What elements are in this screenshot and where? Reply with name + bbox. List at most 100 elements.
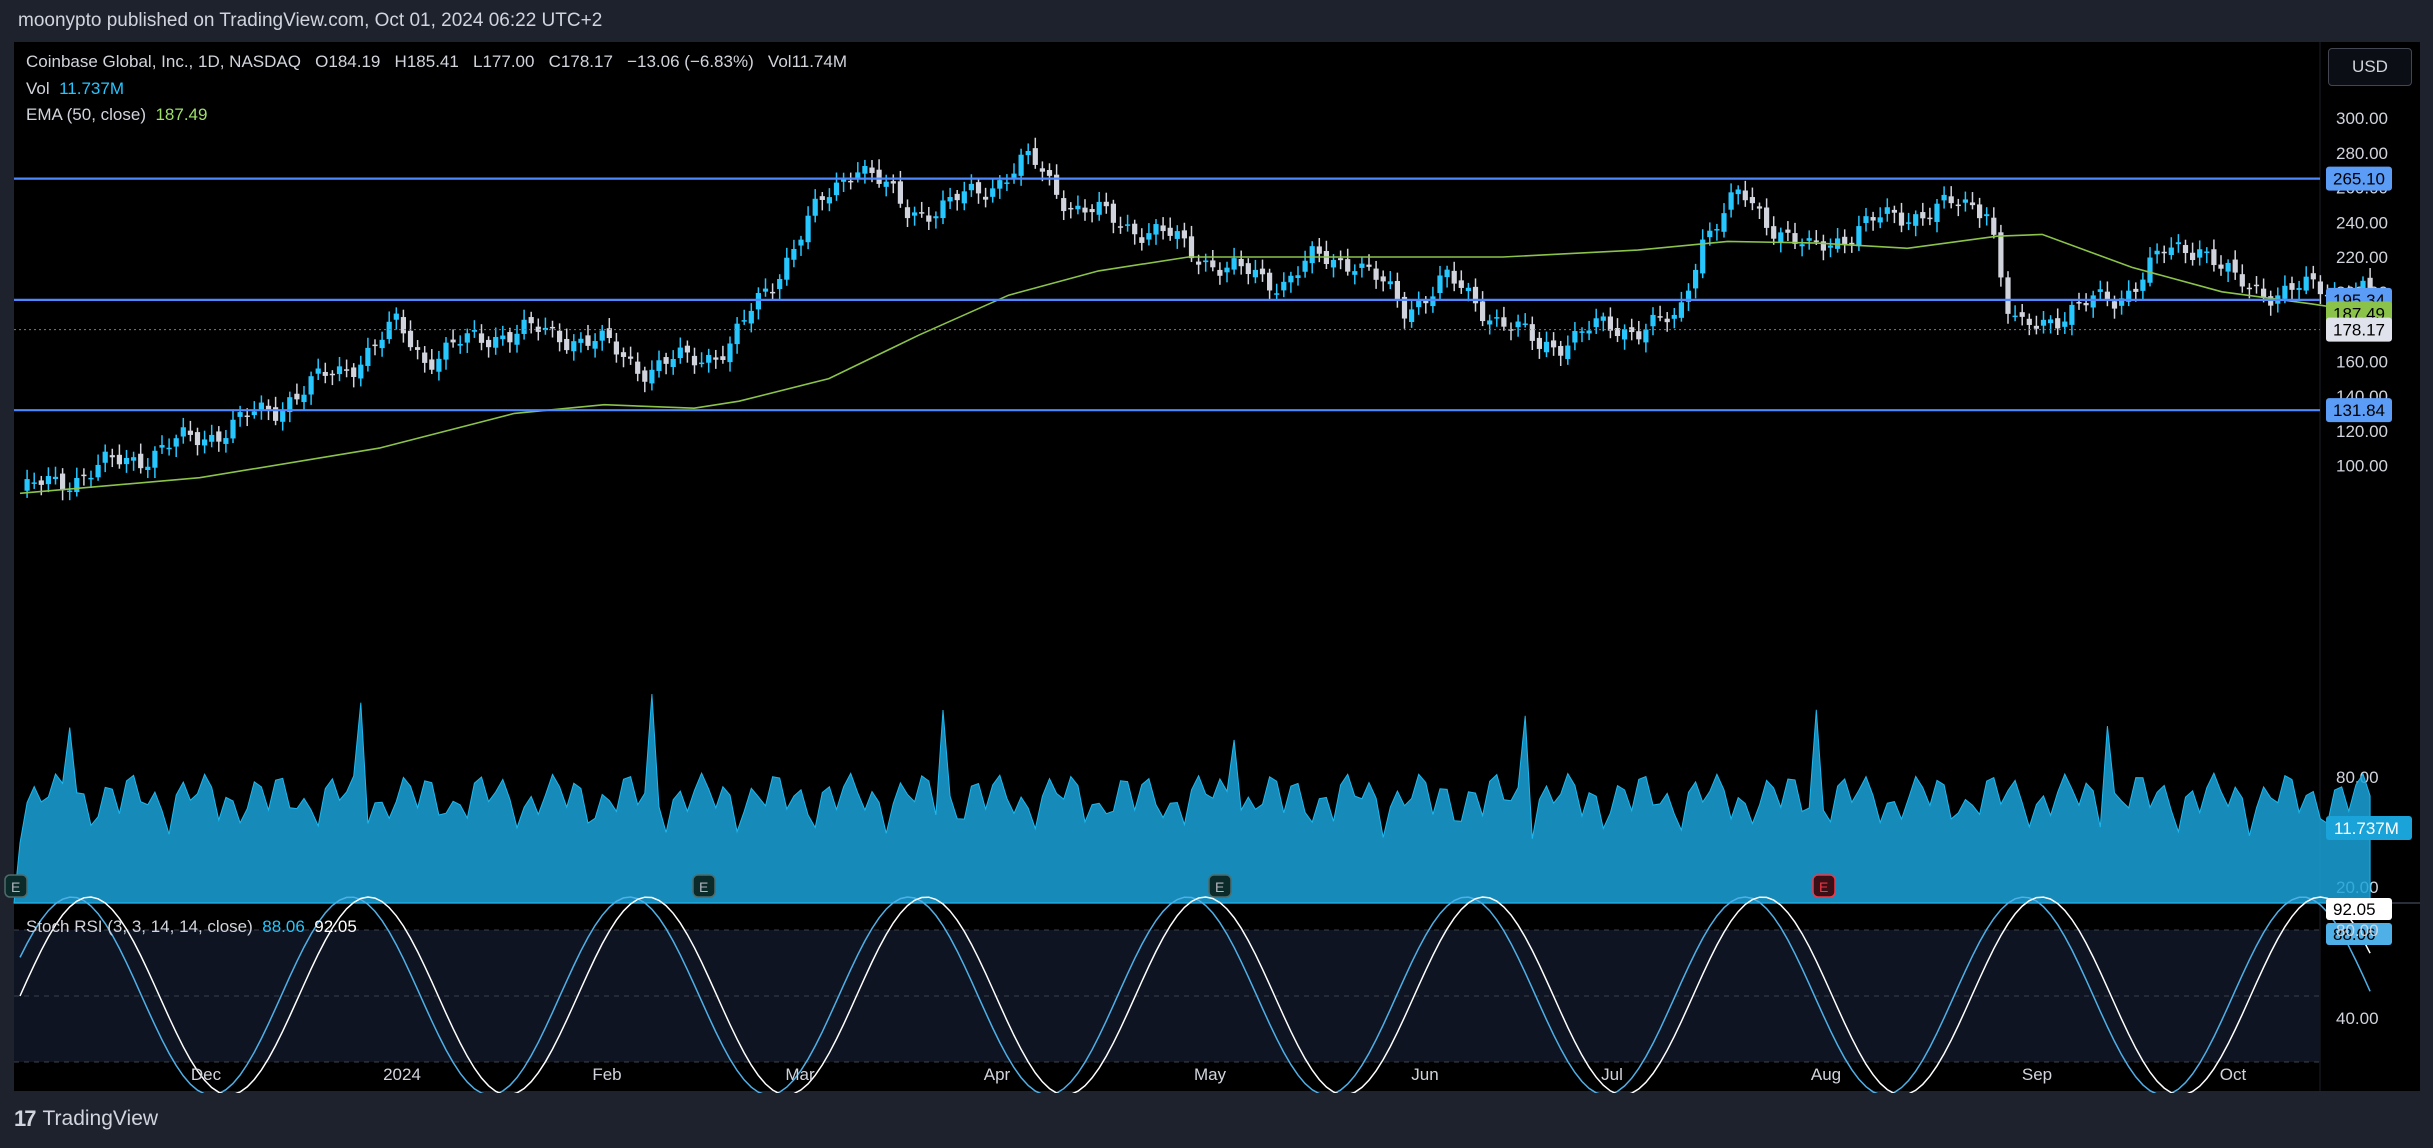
candle-body[interactable] [1167,227,1173,236]
candle-body[interactable] [2197,249,2203,258]
candle-body[interactable] [358,364,364,379]
candle-body[interactable] [1231,258,1237,270]
candle-body[interactable] [1813,240,1819,242]
candle-body[interactable] [2204,251,2210,253]
candle-body[interactable] [1160,225,1166,232]
candle-body[interactable] [1671,314,1677,319]
candle-body[interactable] [1430,296,1436,307]
candle-body[interactable] [2076,302,2082,304]
ema-label[interactable]: EMA (50, close) [26,105,146,124]
candle-body[interactable] [2225,262,2231,272]
candle-body[interactable] [855,172,861,178]
candle-body[interactable] [216,431,222,442]
candle-body[interactable] [301,394,307,403]
candle-body[interactable] [344,369,350,371]
candle-body[interactable] [1586,330,1592,334]
candle-body[interactable] [2126,290,2132,302]
candle-body[interactable] [1977,204,1983,219]
candle-body[interactable] [400,317,406,334]
candle-body[interactable] [1039,168,1045,172]
candle-body[interactable] [443,342,449,360]
candle-body[interactable] [599,330,605,341]
candle-body[interactable] [1529,324,1535,341]
candle-body[interactable] [1579,331,1585,333]
candle-body[interactable] [351,367,357,378]
candle-body[interactable] [1096,201,1102,215]
candle-body[interactable] [912,212,918,216]
candle-body[interactable] [649,369,655,384]
candle-body[interactable] [684,345,690,353]
candle-body[interactable] [436,358,442,372]
candle-body[interactable] [1075,205,1081,210]
candle-body[interactable] [1998,232,2004,278]
candle-body[interactable] [2019,312,2025,317]
candle-body[interactable] [1437,275,1443,294]
candle-body[interactable] [642,370,648,382]
candle-body[interactable] [507,332,513,343]
candle-body[interactable] [1117,226,1124,228]
candle-body[interactable] [826,197,832,204]
candle-body[interactable] [1657,316,1663,318]
candle-body[interactable] [1061,198,1067,212]
candle-body[interactable] [251,411,257,416]
candle-body[interactable] [38,480,44,485]
candle-body[interactable] [1316,246,1322,254]
earnings-marker[interactable] [1208,874,1232,898]
candle-body[interactable] [1224,267,1230,273]
candle-body[interactable] [471,330,477,332]
candle-body[interactable] [748,310,754,324]
candle-body[interactable] [280,410,286,422]
candle-body[interactable] [1749,197,1755,204]
candle-body[interactable] [585,335,591,346]
candle-body[interactable] [876,169,882,184]
candle-body[interactable] [2253,284,2260,287]
candle-body[interactable] [1806,238,1812,241]
candle-body[interactable] [2154,250,2160,255]
candle-body[interactable] [1622,329,1628,340]
candle-body[interactable] [727,343,733,363]
candle-body[interactable] [230,419,236,439]
candle-body[interactable] [755,293,761,310]
candle-body[interactable] [2133,288,2139,292]
candle-body[interactable] [535,326,541,332]
candle-body[interactable] [1891,209,1897,213]
candle-body[interactable] [1593,318,1599,328]
candle-body[interactable] [2161,251,2167,254]
candle-body[interactable] [1330,259,1337,268]
candle-body[interactable] [493,336,499,348]
candle-body[interactable] [1778,232,1784,243]
candle-body[interactable] [2360,280,2366,295]
candle-body[interactable] [1487,320,1493,325]
candle-body[interactable] [1842,236,1848,245]
candle-body[interactable] [1650,314,1656,327]
candle-body[interactable] [706,354,712,363]
candle-body[interactable] [983,196,989,200]
symbol-title[interactable]: Coinbase Global, Inc., 1D, NASDAQ [26,52,301,71]
candle-body[interactable] [1274,293,1280,295]
candle-body[interactable] [109,455,115,458]
candle-body[interactable] [2083,303,2089,306]
candle-body[interactable] [1991,217,1997,235]
candle-body[interactable] [2119,298,2125,306]
candle-body[interactable] [1352,271,1358,275]
candle-body[interactable] [60,473,66,491]
candle-body[interactable] [1536,337,1542,349]
candle-body[interactable] [478,333,485,343]
candle-body[interactable] [798,239,804,246]
candle-body[interactable] [1771,226,1777,239]
candle-body[interactable] [1849,242,1855,245]
candle-body[interactable] [1380,276,1386,282]
candle-body[interactable] [2168,247,2174,255]
candle-body[interactable] [1252,269,1258,278]
candle-body[interactable] [52,476,59,480]
candle-body[interactable] [209,434,215,442]
volume-row-label[interactable]: Vol [26,79,50,98]
candle-body[interactable] [2175,242,2181,245]
candle-body[interactable] [1543,341,1550,353]
candle-body[interactable] [1565,345,1571,360]
candle-body[interactable] [1664,318,1670,323]
candle-body[interactable] [784,257,790,280]
candle-body[interactable] [1359,263,1365,268]
candle-body[interactable] [372,344,378,347]
candle-body[interactable] [1338,258,1344,261]
